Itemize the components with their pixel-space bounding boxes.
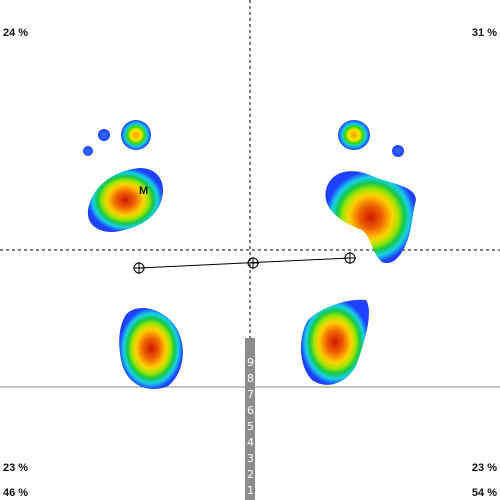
right-heel-blob [300, 299, 369, 385]
scale-bar [245, 338, 255, 500]
scale-label-4: 4 [247, 436, 254, 449]
total-left-percent: 46 % [3, 487, 29, 499]
right-forefoot-blob [325, 171, 416, 264]
left-small-toe-blob [98, 129, 110, 141]
left-heel-blob [119, 307, 183, 390]
cop-right-marker [344, 252, 356, 264]
scale-label-6: 6 [247, 404, 254, 417]
quadrant-top-right-percent: 31 % [471, 27, 497, 39]
quadrant-top-left-percent: 24 % [3, 27, 29, 39]
scale-label-3: 3 [247, 452, 254, 465]
scale-label-2: 2 [247, 468, 254, 481]
left-toe-blob [121, 120, 151, 150]
right-small-toe-blob [392, 145, 404, 157]
quadrant-bottom-left-percent: 23 % [3, 462, 29, 474]
scale-label-9: 9 [247, 356, 254, 369]
m-marker-label: M [139, 185, 149, 197]
scale-label-5: 5 [247, 420, 254, 433]
scale-label-1: 1 [247, 484, 254, 497]
cop-center-marker [247, 257, 259, 269]
left-forefoot-blob [87, 168, 164, 232]
right-toe-blob [338, 120, 370, 150]
cop-left-marker [133, 262, 145, 274]
cop-line [138, 257, 351, 269]
quadrant-bottom-right-percent: 23 % [471, 462, 497, 474]
left-small-toe-blob [83, 146, 93, 156]
scale-label-8: 8 [247, 372, 254, 385]
total-right-percent: 54 % [471, 487, 497, 499]
scale-label-7: 7 [247, 388, 254, 401]
